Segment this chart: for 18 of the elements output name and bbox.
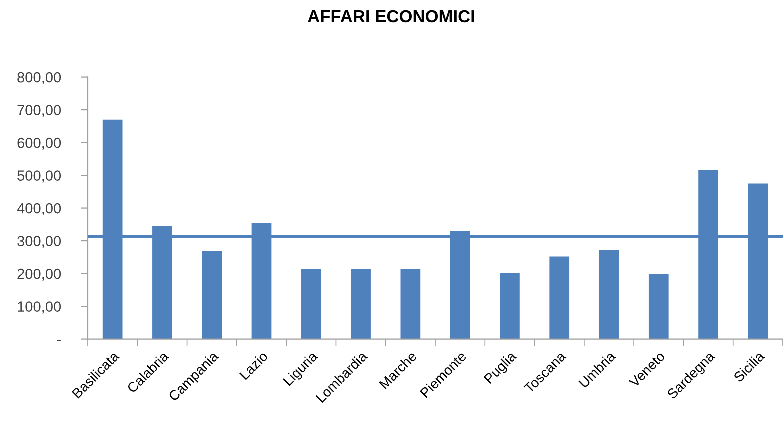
y-tick-label: 100,00 [18, 302, 62, 314]
y-tick-label: 400,00 [17, 203, 62, 216]
y-tick-label: 200,00 [18, 268, 62, 281]
bar [500, 273, 520, 340]
bar [351, 269, 371, 340]
bar [400, 269, 421, 340]
y-tick-label: 700,00 [18, 105, 62, 118]
y-tick-label: - [57, 340, 61, 342]
bar [550, 256, 570, 340]
y-tick-label: 500,00 [18, 170, 62, 183]
bar [648, 274, 669, 340]
y-tick-label: 300,00 [18, 236, 62, 248]
y-tick-label: 600,00 [18, 138, 62, 150]
bar [202, 251, 222, 340]
chart-title: AFFARI ECONOMICI [308, 10, 474, 23]
y-tick-label: 800,00 [18, 72, 62, 84]
bar [301, 269, 322, 340]
bar [599, 250, 620, 340]
